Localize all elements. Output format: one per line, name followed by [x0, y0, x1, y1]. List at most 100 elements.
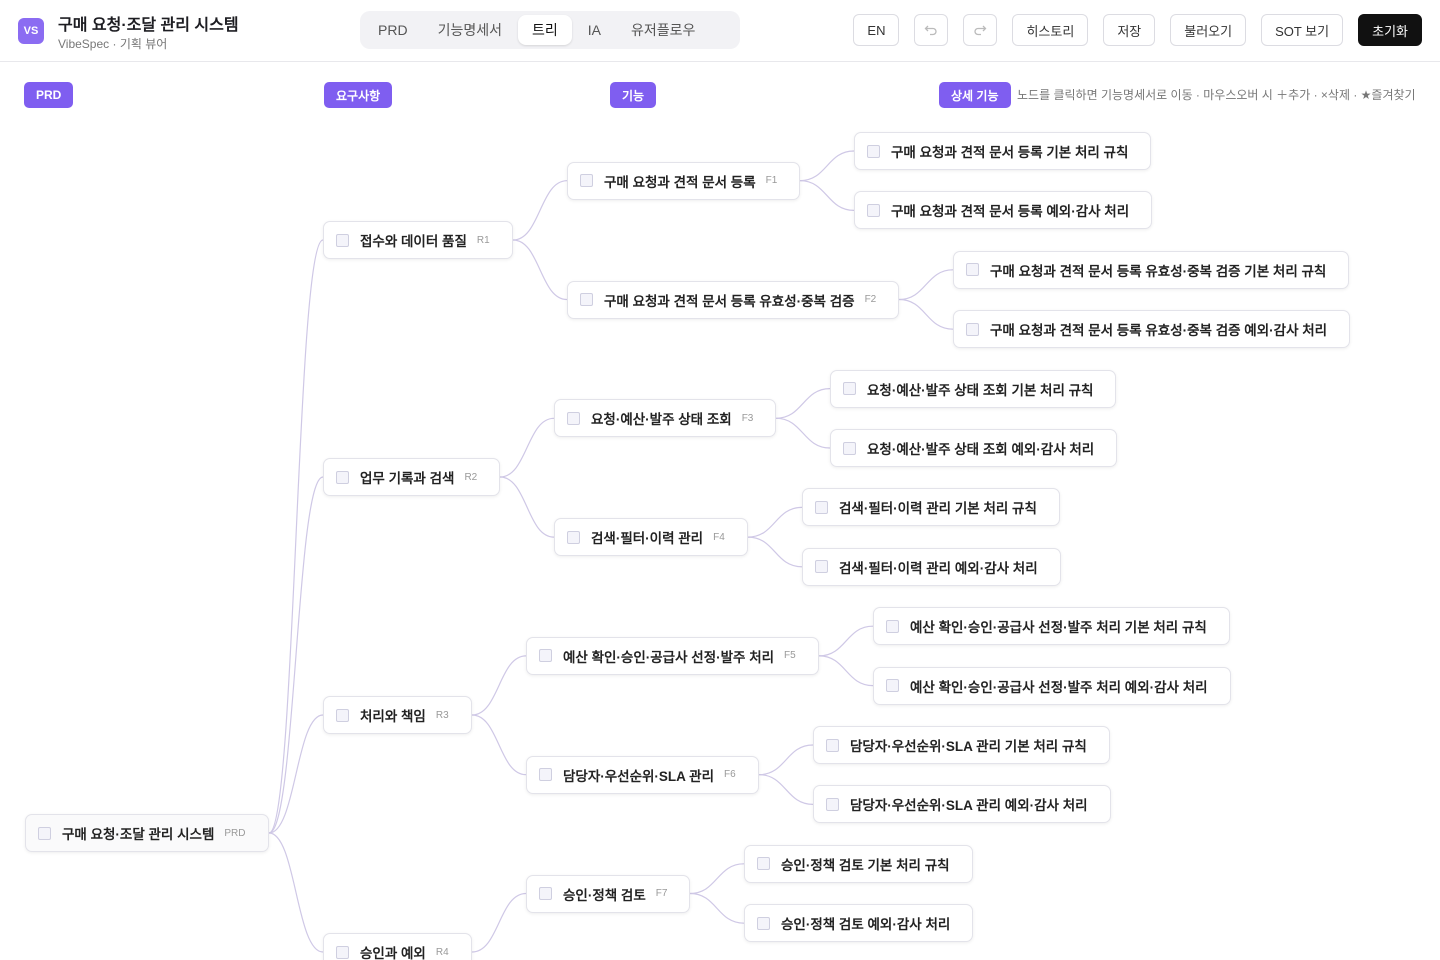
node-checkbox[interactable] — [757, 857, 770, 871]
tree-node[interactable]: 구매 요청과 견적 문서 등록 기본 처리 규칙 — [854, 132, 1152, 170]
node-tag: R1 — [476, 234, 490, 246]
node-label: 승인·정책 검토 기본 처리 규칙 — [781, 857, 950, 873]
tree-node[interactable]: 검색·필터·이력 관리 F4 — [554, 518, 748, 557]
view-tab[interactable]: 트리 — [517, 15, 572, 45]
undo-icon — [925, 25, 938, 36]
node-tag: R4 — [435, 946, 449, 958]
app-subtitle: VibeSpec · 기획 뷰어 — [58, 37, 168, 51]
tree-node[interactable]: 구매 요청과 견적 문서 등록 F1 — [567, 161, 801, 200]
node-tag: F5 — [784, 650, 796, 662]
tree-link — [758, 744, 814, 776]
tree-node[interactable]: 구매 요청과 견적 문서 등록 유효성·중복 검증 F2 — [567, 280, 900, 319]
view-tabs: PRD 기능명세서 트리 IA 유저플로우 — [360, 11, 740, 49]
column-badge: 요구사항 — [324, 82, 393, 108]
tree-node[interactable]: 요청·예산·발주 상태 조회 기본 처리 규칙 — [830, 369, 1117, 408]
node-checkbox[interactable] — [867, 144, 880, 158]
node-checkbox[interactable] — [843, 382, 856, 396]
node-checkbox[interactable] — [336, 470, 349, 484]
tree-link — [512, 180, 568, 241]
node-checkbox[interactable] — [815, 500, 828, 514]
tree-node[interactable]: 담당자·우선순위·SLA 관리 예외·감사 처리 — [813, 785, 1111, 824]
node-label: 구매 요청·조달 관리 시스템 — [62, 827, 215, 842]
node-tag: PRD — [224, 827, 246, 839]
undo-button[interactable] — [914, 14, 949, 46]
tree-node[interactable]: 승인·정책 검토 F7 — [526, 874, 691, 913]
tree-node[interactable]: 요청·예산·발주 상태 조회 예외·감사 처리 — [830, 429, 1118, 467]
tree-link — [747, 506, 803, 538]
toolbar-button[interactable]: 히스토리 — [1012, 14, 1089, 46]
toolbar-button[interactable]: 불러오기 — [1170, 14, 1247, 46]
node-checkbox[interactable] — [886, 619, 899, 633]
toolbar-button[interactable]: SOT 보기 — [1261, 14, 1344, 46]
tree-node[interactable]: 처리와 책임 R3 — [323, 696, 472, 734]
node-checkbox[interactable] — [886, 679, 899, 693]
redo-button[interactable] — [963, 14, 998, 46]
node-label: 담당자·우선순위·SLA 관리 기본 처리 규칙 — [850, 739, 1087, 754]
tree-node[interactable]: 예산 확인·승인·공급사 선정·발주 처리 기본 처리 규칙 — [873, 607, 1230, 646]
node-checkbox[interactable] — [867, 203, 880, 217]
node-checkbox[interactable] — [539, 887, 552, 900]
tree-link — [898, 269, 954, 301]
column-badge: PRD — [24, 82, 74, 108]
tree-node[interactable]: 담당자·우선순위·SLA 관리 기본 처리 규칙 — [813, 726, 1110, 764]
view-tab[interactable]: PRD — [378, 22, 408, 38]
toolbar-button[interactable]: 저장 — [1103, 14, 1156, 46]
tree-node[interactable]: 승인·정책 검토 예외·감사 처리 — [744, 904, 974, 943]
node-checkbox[interactable] — [580, 174, 593, 188]
view-tab[interactable]: 기능명세서 — [437, 22, 502, 38]
node-checkbox[interactable] — [826, 738, 839, 752]
node-tag: F4 — [713, 531, 725, 543]
node-label: 요청·예산·발주 상태 조회 예외·감사 처리 — [867, 442, 1095, 457]
view-tab[interactable]: 유저플로우 — [630, 22, 696, 38]
node-checkbox[interactable] — [539, 649, 552, 663]
reset-button[interactable]: 초기화 — [1358, 14, 1422, 46]
tree-node[interactable]: 구매 요청과 견적 문서 등록 유효성·중복 검증 예외·감사 처리 — [953, 310, 1351, 349]
node-checkbox[interactable] — [567, 411, 580, 425]
node-label: 업무 기록과 검색 — [360, 471, 455, 486]
tree-node[interactable]: 검색·필터·이력 관리 예외·감사 처리 — [802, 547, 1061, 586]
redo-icon — [974, 25, 987, 36]
tree-node[interactable]: 예산 확인·승인·공급사 선정·발주 처리 예외·감사 처리 — [873, 666, 1231, 705]
node-label: 담당자·우선순위·SLA 관리 예외·감사 처리 — [850, 798, 1088, 814]
node-checkbox[interactable] — [757, 916, 770, 930]
node-checkbox[interactable] — [336, 233, 349, 247]
view-tab[interactable]: IA — [587, 22, 601, 38]
node-tag: F3 — [741, 412, 754, 424]
tree-node[interactable]: 구매 요청과 견적 문서 등록 유효성·중복 검증 기본 처리 규칙 — [953, 250, 1350, 289]
tree-link — [512, 239, 568, 301]
language-button[interactable]: EN — [853, 14, 900, 46]
node-tag: F2 — [864, 294, 877, 305]
node-label: 승인·정책 검토 — [563, 887, 646, 903]
node-checkbox[interactable] — [38, 826, 51, 840]
tree-link — [268, 476, 324, 834]
tree-node[interactable]: 요청·예산·발주 상태 조회 F3 — [554, 399, 777, 438]
tree-node[interactable]: 담당자·우선순위·SLA 관리 F6 — [526, 755, 759, 794]
tree-node[interactable]: 업무 기록과 검색 R2 — [323, 458, 501, 496]
hint: 노드를 클릭하면 기능명세서로 이동 · 마우스오버 시 ＋추가 · ×삭제 ·… — [1017, 88, 1416, 102]
node-checkbox[interactable] — [966, 322, 979, 336]
node-label: 처리와 책임 — [360, 709, 426, 724]
node-checkbox[interactable] — [539, 768, 552, 782]
tree-node[interactable]: 예산 확인·승인·공급사 선정·발주 처리 F5 — [526, 636, 819, 675]
tree-node[interactable]: 구매 요청·조달 관리 시스템 PRD — [25, 814, 269, 852]
tree-node[interactable]: 구매 요청과 견적 문서 등록 예외·감사 처리 — [854, 191, 1153, 230]
tree-link — [689, 863, 745, 895]
node-checkbox[interactable] — [966, 263, 979, 277]
tree-node[interactable]: 승인과 예외 R4 — [323, 933, 472, 960]
node-checkbox[interactable] — [336, 945, 349, 959]
node-checkbox[interactable] — [336, 708, 349, 722]
node-checkbox[interactable] — [580, 293, 593, 306]
tree-node[interactable]: 접수와 데이터 품질 R1 — [323, 221, 513, 259]
node-checkbox[interactable] — [843, 441, 856, 455]
node-checkbox[interactable] — [815, 560, 828, 574]
node-checkbox[interactable] — [826, 797, 839, 811]
tree-node[interactable]: 검색·필터·이력 관리 기본 처리 규칙 — [802, 488, 1060, 527]
logo: VS — [18, 18, 44, 44]
tree-link — [471, 714, 527, 776]
tree-node[interactable]: 승인·정책 검토 기본 처리 규칙 — [744, 844, 973, 883]
node-label: 검색·필터·이력 관리 기본 처리 규칙 — [839, 501, 1037, 517]
node-checkbox[interactable] — [567, 530, 580, 544]
node-label: 구매 요청과 견적 문서 등록 유효성·중복 검증 — [604, 293, 855, 309]
